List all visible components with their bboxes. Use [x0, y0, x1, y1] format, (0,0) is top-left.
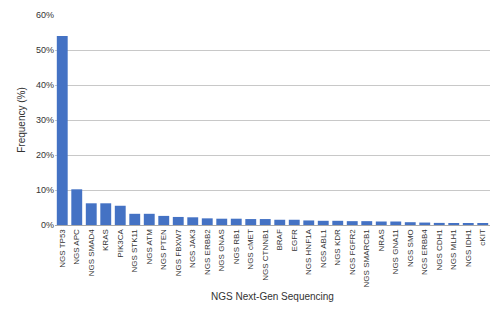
svg-text:KRAS: KRAS [101, 229, 110, 251]
svg-text:NGS SMO: NGS SMO [406, 229, 415, 267]
svg-text:cKIT: cKIT [478, 229, 487, 246]
svg-text:NGS KDR: NGS KDR [333, 229, 342, 266]
svg-text:NGS CDH1: NGS CDH1 [435, 229, 444, 271]
svg-text:NGS CTNNB1: NGS CTNNB1 [261, 229, 270, 281]
svg-text:NGS FBXW7: NGS FBXW7 [174, 229, 183, 277]
svg-text:40%: 40% [36, 80, 54, 90]
svg-text:NGS MLH1: NGS MLH1 [449, 229, 458, 270]
svg-text:NGS APC: NGS APC [72, 229, 81, 265]
svg-text:NGS IDH1: NGS IDH1 [464, 229, 473, 267]
svg-text:NGS ABL1: NGS ABL1 [319, 229, 328, 268]
svg-text:30%: 30% [36, 115, 54, 125]
svg-text:NGS Next-Gen Sequencing: NGS Next-Gen Sequencing [211, 291, 334, 302]
svg-text:NGS ATM: NGS ATM [145, 229, 154, 265]
svg-text:NGS GNA11: NGS GNA11 [391, 229, 400, 275]
svg-text:NGS JAK3: NGS JAK3 [188, 229, 197, 268]
svg-text:NGS SMARCB1: NGS SMARCB1 [362, 229, 371, 288]
svg-text:NGS PTEN: NGS PTEN [159, 229, 168, 270]
svg-text:PIK3CA: PIK3CA [116, 229, 125, 258]
svg-text:NGS GNAS: NGS GNAS [217, 229, 226, 271]
svg-text:BRAF: BRAF [275, 229, 284, 250]
svg-text:NGS STK11: NGS STK11 [130, 229, 139, 273]
svg-text:NGS HNF1A: NGS HNF1A [304, 229, 313, 275]
svg-text:10%: 10% [36, 185, 54, 195]
svg-text:60%: 60% [36, 10, 54, 20]
svg-text:Frequency (%): Frequency (%) [16, 87, 27, 153]
svg-text:NGS cMET: NGS cMET [246, 229, 255, 270]
svg-text:EGFR: EGFR [290, 229, 299, 251]
svg-text:20%: 20% [36, 150, 54, 160]
svg-text:NGS ERBB4: NGS ERBB4 [420, 229, 429, 275]
svg-text:0%: 0% [41, 220, 54, 230]
svg-text:NGS TP53: NGS TP53 [58, 229, 67, 268]
svg-text:NGS SMAD4: NGS SMAD4 [87, 229, 96, 277]
svg-text:50%: 50% [36, 45, 54, 55]
svg-text:NGS FGFR2: NGS FGFR2 [348, 229, 357, 275]
svg-text:NGS ERBB2: NGS ERBB2 [203, 229, 212, 275]
svg-text:NGS RB1: NGS RB1 [232, 229, 241, 265]
svg-text:NRAS: NRAS [377, 229, 386, 251]
